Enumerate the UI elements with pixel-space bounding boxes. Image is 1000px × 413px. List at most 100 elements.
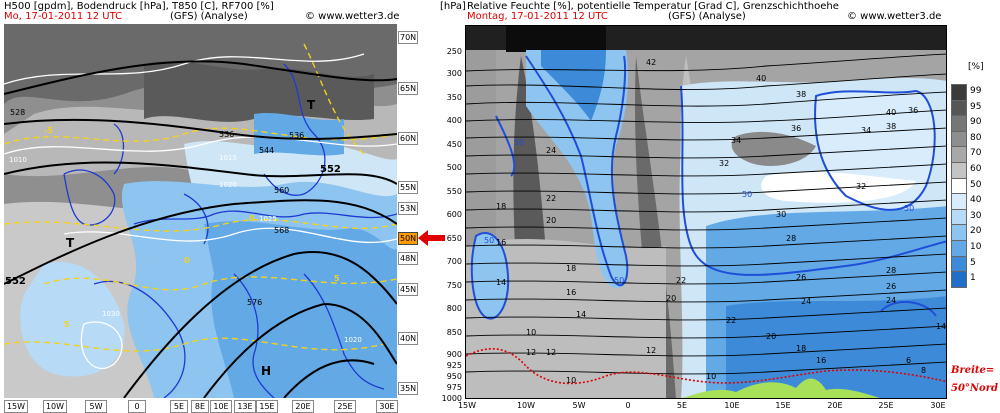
isentrope-label: 32	[856, 182, 867, 191]
lat-highlight-label: 50N	[398, 232, 419, 245]
lon-tick: 0	[625, 401, 631, 410]
isentrope-label: 20	[546, 216, 557, 225]
isentrope-label: 12	[546, 348, 557, 357]
isentrope-label: 38	[886, 122, 897, 131]
lon-tick: 25E	[878, 401, 894, 410]
pressure-tick: 650	[446, 234, 462, 243]
lon-label: 8E	[191, 400, 209, 413]
low-pressure-mark: T	[307, 98, 316, 112]
lon-label: 15E	[256, 400, 278, 413]
isentrope-label: 18	[796, 344, 807, 353]
humidity-label: 50	[484, 236, 495, 245]
legend-level-label: 95	[970, 101, 982, 112]
h500-label: 552	[320, 164, 341, 175]
pressure-tick: 975	[446, 383, 462, 392]
isentrope-label: 8	[921, 366, 927, 375]
lon-tick: 10W	[516, 401, 536, 410]
isentrope-label: 18	[496, 202, 507, 211]
isentrope-label: 14	[576, 310, 587, 319]
right-title: Relative Feuchte [%], potentielle Temper…	[467, 1, 839, 12]
humidity-label: 50	[514, 138, 525, 147]
legend-swatch	[951, 240, 967, 257]
pressure-tick: 925	[446, 361, 462, 370]
legend-swatch	[951, 130, 967, 148]
humidity-label: 50	[904, 204, 915, 213]
isentrope-label: 22	[546, 194, 557, 203]
isentrope-label: 18	[566, 264, 577, 273]
legend-swatch	[951, 162, 967, 179]
isentrope-label: 28	[786, 234, 797, 243]
legend-swatch	[951, 271, 967, 288]
lon-label: 10E	[210, 400, 232, 413]
isobar-label: 1025	[259, 215, 277, 223]
legend-level-label: 90	[970, 117, 982, 128]
lon-tick: 20E	[827, 401, 843, 410]
isotherm-label: 5	[64, 320, 70, 329]
lat-label: 53N	[398, 202, 419, 215]
legend-level-label: 20	[970, 226, 982, 237]
isentrope-label: 16	[816, 356, 827, 365]
legend-swatch	[951, 177, 967, 195]
legend-level-label: 5	[970, 257, 976, 268]
breite-label: Breite=	[951, 365, 995, 376]
left-map: 528 536 536 544 552 552 560 568 576 1010…	[4, 24, 397, 398]
humidity-label: 50	[614, 276, 625, 285]
isentrope-label: 40	[756, 74, 767, 83]
right-date: Montag, 17-01-2011 12 UTC	[467, 11, 608, 22]
lat-label: 40N	[398, 332, 419, 345]
lon-label: 30E	[376, 400, 398, 413]
isentrope-label: 10	[526, 328, 537, 337]
lon-label: 15W	[4, 400, 28, 413]
legend-swatch	[951, 208, 967, 226]
lon-label: 5W	[85, 400, 107, 413]
isentrope-label: 10	[706, 372, 717, 381]
pressure-tick: 250	[446, 47, 462, 56]
lat-label: 65N	[398, 82, 419, 95]
arrow-left-icon	[418, 230, 445, 246]
isentrope-label: 12	[526, 348, 537, 357]
right-copyright: © www.wetter3.de	[847, 11, 942, 22]
h500-label: 544	[259, 146, 275, 155]
lon-tick: 10E	[724, 401, 740, 410]
isotherm-label: 0	[249, 214, 255, 223]
legend-swatch	[951, 84, 967, 101]
lat-label: 70N	[398, 31, 419, 44]
lon-label: 25E	[334, 400, 356, 413]
left-model: (GFS) (Analyse)	[170, 11, 248, 22]
pressure-tick: 350	[446, 93, 462, 102]
isentrope-label: 14	[496, 278, 507, 287]
legend-swatch	[951, 99, 967, 117]
h500-label: 536	[289, 131, 305, 140]
nord-label: 50°Nord	[951, 383, 998, 394]
isobar-label: 1020	[344, 336, 362, 344]
right-model: (GFS) (Analyse)	[668, 11, 746, 22]
humidity-label: 50	[742, 190, 753, 199]
lat-label: 45N	[398, 283, 419, 296]
isentrope-label: 12	[646, 346, 657, 355]
lon-tick: 30E	[930, 401, 946, 410]
pressure-tick: 800	[446, 304, 462, 313]
pressure-tick: 900	[446, 350, 462, 359]
legend-swatch	[951, 146, 967, 163]
isentrope-label: 14	[936, 322, 947, 331]
isobar-label: 1015	[219, 154, 237, 162]
h500-map-svg	[4, 24, 397, 398]
legend-level-label: 80	[970, 132, 982, 143]
isentrope-label: 30	[776, 210, 787, 219]
legend-unit: [%]	[968, 62, 984, 72]
low-pressure-mark: T	[66, 236, 75, 250]
isentrope-label: 16	[496, 238, 507, 247]
legend-level-label: 99	[970, 86, 982, 96]
isentrope-label: 26	[796, 273, 807, 282]
legend-swatch	[951, 193, 967, 210]
isotherm-label: -5	[44, 126, 53, 135]
isentrope-label: 36	[908, 106, 919, 115]
legend-swatch	[951, 115, 967, 132]
isentrope-label: 22	[676, 276, 687, 285]
legend-swatch	[951, 255, 967, 273]
isentrope-label: 10	[566, 376, 577, 385]
lon-tick: 5E	[676, 401, 688, 410]
legend-swatch	[951, 224, 967, 241]
cross-section-plot: 42 40 38 36 34 32 30 28 26 24 22 20 18 1…	[465, 25, 947, 399]
pressure-tick: 300	[446, 69, 462, 78]
